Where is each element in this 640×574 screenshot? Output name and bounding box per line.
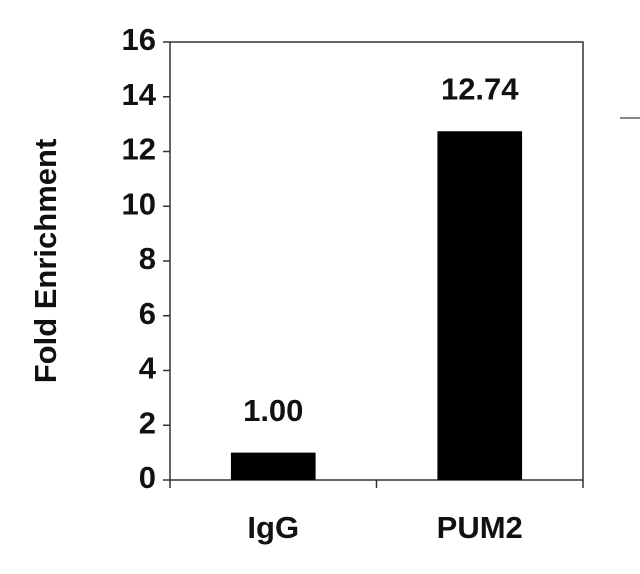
y-tick-label: 8 <box>139 241 156 276</box>
bar <box>230 452 316 480</box>
y-tick-label: 12 <box>122 132 156 167</box>
y-tick-label: 0 <box>139 460 156 495</box>
y-tick-label: 14 <box>122 77 157 112</box>
value-label: 1.00 <box>243 393 303 428</box>
y-tick-label: 16 <box>122 22 156 57</box>
y-tick-label: 2 <box>139 405 156 440</box>
y-tick-label: 10 <box>122 186 156 221</box>
x-tick-label: PUM2 <box>437 510 523 545</box>
bar <box>437 131 523 480</box>
y-axis-label: Fold Enrichment <box>28 139 63 384</box>
y-tick-label: 6 <box>139 296 156 331</box>
value-label: 12.74 <box>441 71 519 106</box>
x-tick-label: IgG <box>247 510 299 545</box>
y-tick-label: 4 <box>139 351 157 386</box>
